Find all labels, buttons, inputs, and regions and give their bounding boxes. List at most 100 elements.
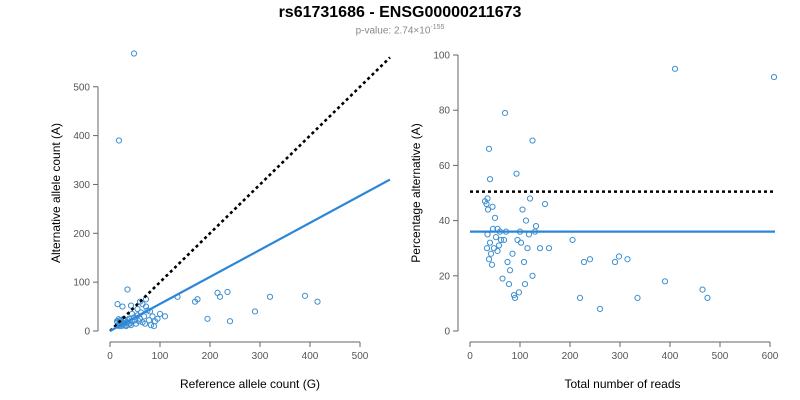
right-data-point (492, 234, 500, 241)
right-data-point (517, 239, 525, 246)
right-data-point (494, 247, 501, 255)
right-data-point (770, 73, 778, 81)
right-data-point (499, 275, 506, 282)
right-data-point (576, 294, 584, 301)
left-data-point (141, 320, 149, 327)
right-data-point (514, 236, 521, 244)
right-data-point (661, 278, 669, 285)
left-data-point (130, 50, 138, 57)
right-data-point (504, 258, 511, 266)
left-x-tick-label: 500 (352, 351, 369, 362)
right-x-tick-label: 200 (562, 351, 579, 362)
left-data-point (314, 298, 321, 305)
right-data-point (515, 289, 523, 296)
left-data-point (127, 302, 135, 309)
left-data-point (150, 323, 158, 330)
left-x-tick-label: 0 (107, 351, 113, 362)
right-x-tick-label: 600 (762, 351, 779, 362)
left-data-point (142, 303, 150, 310)
right-data-point (699, 286, 706, 293)
right-data-point (511, 294, 519, 301)
left-y-tick-label: 300 (73, 180, 90, 191)
right-plot-area (470, 65, 778, 313)
left-data-point (154, 315, 161, 322)
right-data-point (485, 145, 493, 152)
right-data-point (486, 176, 494, 183)
pvalue-exponent: -155 (430, 24, 445, 31)
left-data-point (156, 310, 164, 318)
right-y-tick-label: 20 (439, 271, 451, 282)
left-data-point (114, 301, 121, 308)
left-data-point (128, 310, 136, 318)
left-panel: 0 100 200 300 400 500 Reference allele count (… (49, 50, 391, 391)
right-data-point (510, 292, 518, 299)
left-reference-line (109, 56, 391, 332)
right-data-point (569, 236, 576, 244)
left-data-point (226, 318, 234, 325)
left-x-tick-label: 100 (152, 351, 169, 362)
right-x-tick-label: 400 (662, 351, 679, 362)
left-data-point (301, 292, 309, 299)
left-plot-area (109, 50, 391, 332)
right-y-tick-label: 40 (439, 216, 451, 227)
left-data-point (136, 298, 144, 305)
left-data-point (124, 286, 131, 293)
right-y-tick-label: 60 (439, 161, 451, 172)
right-data-point (529, 272, 536, 279)
left-data-point (119, 303, 126, 310)
right-data-point (501, 109, 509, 117)
left-y-tick-label: 0 (84, 327, 90, 338)
right-data-point (500, 236, 508, 244)
right-data-point (513, 170, 520, 177)
left-data-point (194, 296, 201, 303)
pvalue-text: p-value: 2.74×10 (355, 25, 431, 37)
left-data-point (147, 322, 155, 329)
left-y-tick-label: 100 (73, 278, 90, 289)
right-x-tick-label: 300 (612, 351, 629, 362)
right-data-point (497, 236, 505, 244)
right-data-point (634, 294, 641, 301)
left-y-tick-label: 400 (73, 131, 90, 142)
right-x-tick-label: 500 (712, 351, 729, 362)
right-data-point (495, 242, 503, 249)
left-data-point (251, 308, 259, 315)
chart-title: rs61731686 - ENSG00000211673 (278, 4, 522, 21)
right-x-tick-label: 100 (512, 351, 529, 362)
right-data-point (490, 245, 498, 252)
right-data-point (485, 256, 493, 263)
left-x-tick-label: 200 (202, 351, 219, 362)
right-data-point (545, 245, 553, 252)
left-x-tick-label: 300 (252, 351, 269, 362)
right-data-point (522, 217, 530, 224)
right-data-point (671, 65, 679, 72)
left-data-point (266, 293, 274, 300)
right-data-point (524, 245, 531, 252)
left-fit-line (109, 178, 391, 332)
right-data-point (491, 214, 499, 221)
left-data-point (216, 293, 224, 300)
right-data-point (506, 267, 514, 274)
left-y-tick-label: 200 (73, 229, 90, 240)
right-y-tick-label: 0 (444, 327, 450, 338)
right-data-point (505, 280, 513, 288)
right-x-tick-label: 0 (467, 351, 473, 362)
chart-subtitle: p-value: 2.74×10-155 (0, 24, 800, 36)
left-data-point (224, 288, 231, 296)
right-data-point (483, 245, 491, 252)
right-data-point (519, 206, 526, 213)
right-data-point (483, 200, 490, 208)
right-y-tick-label: 80 (439, 106, 451, 117)
right-data-point (536, 245, 544, 252)
right-data-point (521, 280, 529, 288)
left-data-point (149, 313, 156, 320)
right-data-point (586, 256, 594, 263)
right-data-point (615, 253, 623, 260)
left-x-tick-label: 400 (302, 351, 319, 362)
right-data-point (520, 258, 528, 266)
left-y-axis-label: Alternative allele count (A) (49, 123, 63, 263)
right-data-point (529, 137, 536, 144)
left-x-axis-label: Reference allele count (G) (180, 377, 320, 391)
